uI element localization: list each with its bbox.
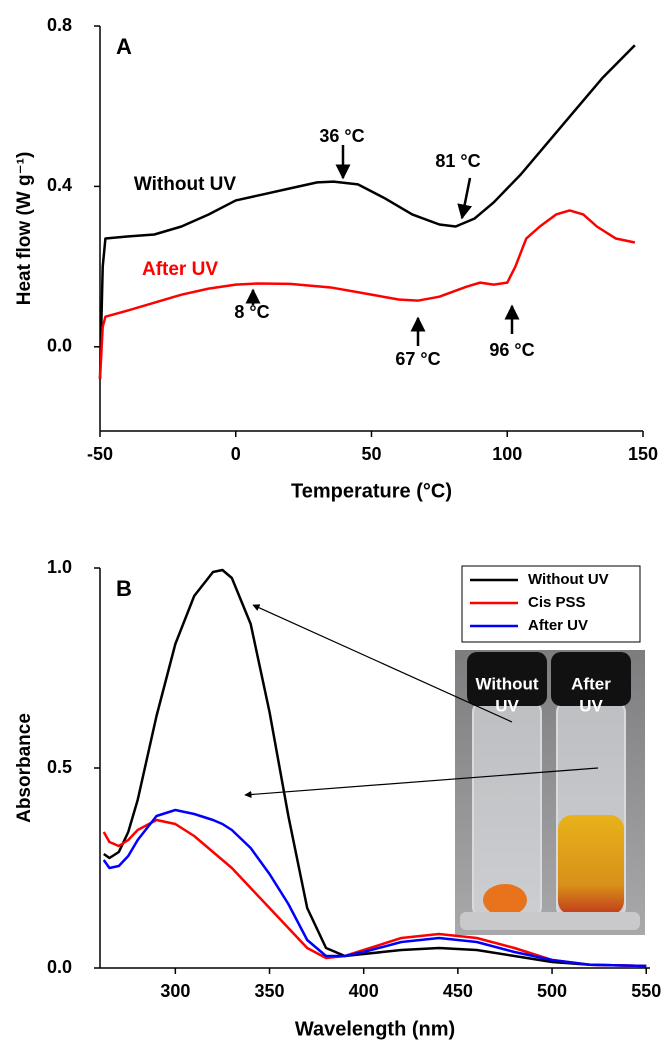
inset-label: UV	[495, 696, 519, 715]
x-tick-label: 350	[254, 981, 284, 1001]
y-tick-label: 1.0	[47, 557, 72, 577]
series-line	[98, 209, 636, 379]
annotation-arrow	[457, 177, 473, 220]
x-tick-label: 300	[160, 981, 190, 1001]
pointer-arrow	[244, 767, 599, 799]
panel-label: A	[116, 34, 132, 59]
x-tick-label: 100	[492, 444, 522, 464]
series-line	[102, 818, 647, 968]
y-axis-title: Heat flow (W g⁻¹)	[14, 152, 35, 306]
x-tick-label: 550	[631, 981, 661, 1001]
legend-label: Without UV	[528, 571, 609, 588]
inset-label: After	[571, 674, 611, 693]
solution	[558, 815, 624, 915]
annotation: 96 °C	[489, 340, 534, 360]
series-label: After UV	[142, 259, 218, 280]
vial-right-cap	[551, 652, 631, 706]
vial-left-cap	[467, 652, 547, 706]
y-tick-label: 0.0	[47, 336, 72, 356]
inset-label: Without	[475, 674, 538, 693]
annotation: 36 °C	[319, 126, 364, 146]
annotation: 81 °C	[435, 151, 480, 171]
legend-label: Cis PSS	[528, 594, 586, 611]
y-tick-label: 0.8	[47, 15, 72, 35]
x-tick-label: 500	[537, 981, 567, 1001]
legend-label: After UV	[528, 617, 588, 634]
x-tick-label: 0	[231, 444, 241, 464]
y-tick-label: 0.0	[47, 957, 72, 977]
x-tick-label: -50	[87, 444, 113, 464]
powder	[483, 884, 527, 916]
x-tick-label: 400	[349, 981, 379, 1001]
pointer-arrow	[252, 604, 513, 723]
x-axis-title: Wavelength (nm)	[295, 1018, 455, 1040]
annotation: 8 °C	[234, 302, 269, 322]
y-tick-label: 0.4	[47, 175, 72, 195]
series-label: Without UV	[134, 174, 237, 195]
series-line	[103, 568, 647, 968]
y-tick-label: 0.5	[47, 757, 72, 777]
x-tick-label: 150	[628, 444, 658, 464]
x-tick-label: 50	[361, 444, 381, 464]
base-plate	[460, 912, 640, 930]
annotation: 67 °C	[395, 349, 440, 369]
inset-label: UV	[579, 696, 603, 715]
x-tick-label: 450	[443, 981, 473, 1001]
x-axis-title: Temperature (°C)	[291, 480, 452, 502]
series-line	[98, 44, 636, 379]
panel-label: B	[116, 576, 132, 601]
series-line	[102, 808, 647, 968]
y-axis-title: Absorbance	[14, 713, 35, 823]
